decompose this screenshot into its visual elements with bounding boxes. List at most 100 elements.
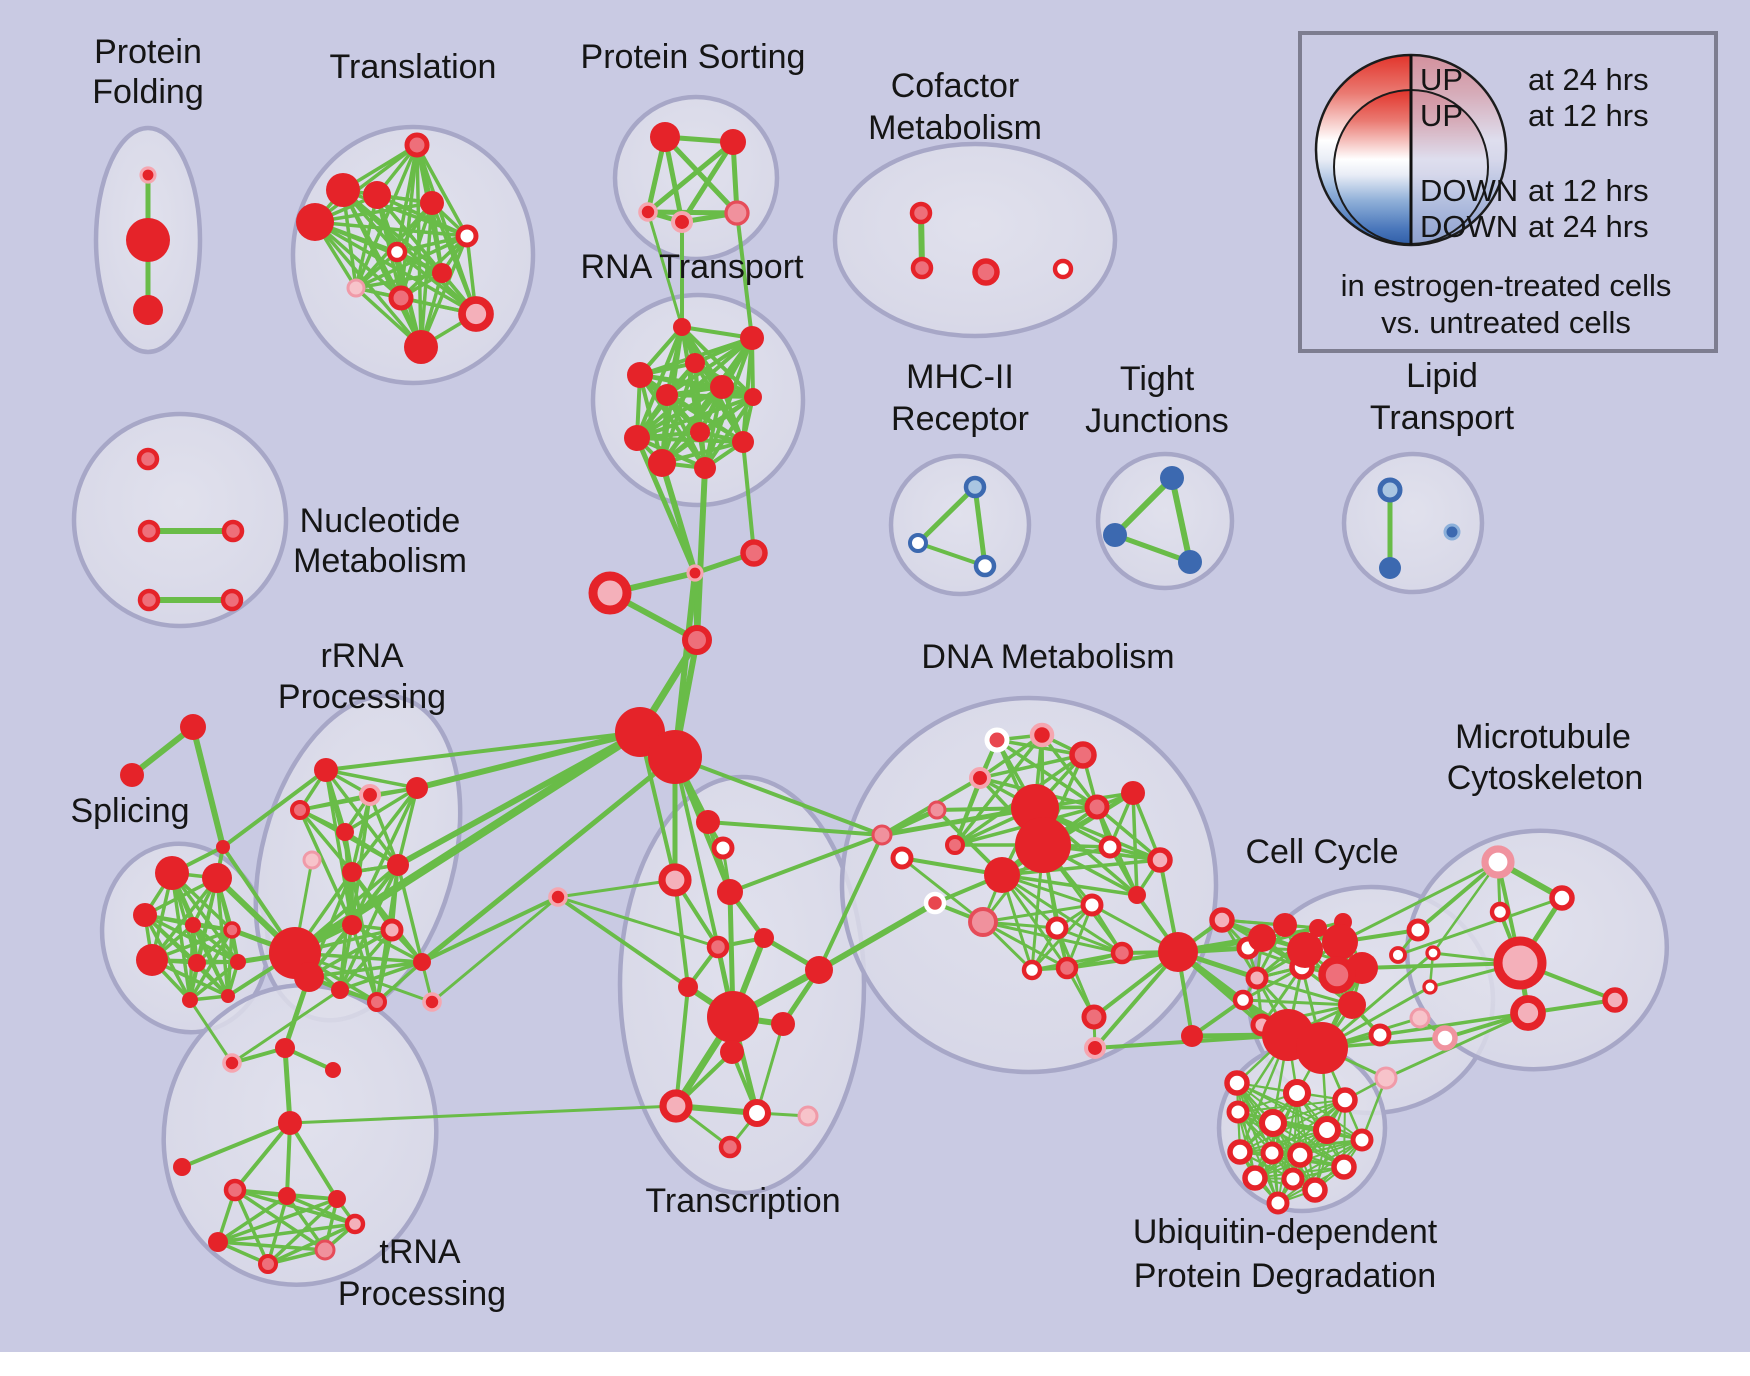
network-edge bbox=[1241, 998, 1354, 1007]
cluster-label: Cell Cycle bbox=[1245, 833, 1398, 871]
gene-node bbox=[1489, 901, 1511, 923]
gene-node bbox=[1083, 1036, 1107, 1060]
legend-direction-label: DOWN bbox=[1420, 209, 1518, 244]
gene-node bbox=[275, 1038, 295, 1058]
gene-node bbox=[973, 554, 997, 578]
network-edge bbox=[313, 220, 469, 238]
gene-node bbox=[404, 330, 438, 364]
legend-direction-label: UP bbox=[1420, 62, 1463, 97]
network-edge bbox=[354, 143, 419, 290]
gene-node bbox=[136, 944, 168, 976]
network-edge bbox=[216, 1222, 357, 1244]
network-edge bbox=[285, 1121, 292, 1198]
cluster-label: Receptor bbox=[891, 400, 1029, 438]
network-edge bbox=[1277, 1139, 1363, 1204]
network-edge bbox=[645, 209, 740, 216]
gene-node bbox=[325, 1062, 341, 1078]
network-edge bbox=[635, 325, 684, 440]
cluster-label: Microtubule bbox=[1455, 718, 1631, 756]
network-edge bbox=[180, 1121, 292, 1169]
gene-node bbox=[258, 1254, 278, 1274]
cluster-label: Folding bbox=[92, 73, 204, 111]
cluster-label: Ubiquitin-dependent bbox=[1133, 1213, 1438, 1251]
network-edge bbox=[1095, 805, 1162, 862]
network-edge bbox=[350, 786, 419, 874]
cluster-bubble-lipid-transport bbox=[1341, 451, 1485, 595]
network-edge bbox=[415, 143, 469, 238]
network-edge bbox=[338, 923, 354, 992]
bottom-margin-band bbox=[0, 1352, 1750, 1376]
gene-node bbox=[945, 835, 965, 855]
network-edge bbox=[703, 395, 755, 470]
gene-node bbox=[909, 201, 933, 225]
gene-node bbox=[1318, 956, 1356, 994]
gene-node bbox=[627, 362, 653, 388]
gene-node bbox=[230, 954, 246, 970]
network-edge bbox=[324, 768, 400, 867]
gene-node bbox=[314, 1239, 336, 1261]
gene-node bbox=[185, 917, 201, 933]
network-edge bbox=[1000, 873, 1124, 955]
gene-node bbox=[1281, 1167, 1305, 1191]
gene-node bbox=[1312, 1115, 1342, 1145]
network-edge bbox=[1000, 858, 1162, 877]
gene-node bbox=[1021, 959, 1043, 981]
gene-node bbox=[1069, 741, 1097, 769]
cluster-bubble-protein-sorting bbox=[612, 94, 780, 262]
gene-node bbox=[137, 588, 161, 612]
legend-wheel-fade-inner bbox=[1411, 90, 1488, 244]
network-edge bbox=[556, 895, 720, 949]
gene-node bbox=[717, 879, 743, 905]
network-edge bbox=[313, 143, 419, 224]
gene-node bbox=[1510, 995, 1546, 1031]
network-edge bbox=[350, 923, 424, 964]
gene-node bbox=[458, 296, 494, 332]
cluster-label: MHC-II bbox=[906, 358, 1014, 396]
gene-node bbox=[387, 854, 409, 876]
gene-node bbox=[346, 278, 366, 298]
gene-node bbox=[120, 763, 144, 787]
network-edge bbox=[1271, 1139, 1363, 1154]
network-edge bbox=[1000, 873, 1069, 970]
gene-node bbox=[1296, 1022, 1348, 1074]
gene-node bbox=[296, 203, 334, 241]
network-edge bbox=[728, 833, 884, 894]
gene-node bbox=[694, 457, 716, 479]
network-edge bbox=[324, 768, 419, 790]
cluster-label: Translation bbox=[330, 48, 497, 86]
gene-node bbox=[963, 475, 987, 499]
gene-node bbox=[1227, 1139, 1253, 1165]
gene-node bbox=[155, 856, 189, 890]
gene-node bbox=[1406, 918, 1430, 942]
network-edge bbox=[188, 998, 234, 1065]
gene-node bbox=[1224, 1070, 1250, 1096]
network-edge bbox=[1093, 950, 1180, 1050]
gene-node bbox=[673, 318, 691, 336]
gene-node bbox=[797, 1105, 819, 1127]
gene-node bbox=[1350, 1128, 1374, 1152]
gene-node bbox=[678, 977, 698, 997]
network-edge bbox=[1338, 860, 1500, 944]
gene-node bbox=[363, 181, 391, 209]
network-edge bbox=[978, 733, 1044, 780]
cluster-label: Processing bbox=[338, 1275, 506, 1313]
network-edge bbox=[1378, 1011, 1530, 1037]
gene-node bbox=[1103, 523, 1127, 547]
gene-node bbox=[1287, 1142, 1313, 1168]
network-edge bbox=[313, 220, 403, 300]
network-edge bbox=[674, 985, 690, 1108]
network-edge bbox=[1000, 873, 1139, 897]
gene-node bbox=[413, 953, 431, 971]
gene-node bbox=[342, 862, 362, 882]
gene-node bbox=[1266, 1191, 1290, 1215]
gene-node bbox=[358, 783, 382, 807]
network-edge bbox=[673, 878, 690, 989]
cluster-label: Tight bbox=[1120, 360, 1195, 398]
gene-node bbox=[984, 857, 1020, 893]
cluster-bubbles-layer bbox=[71, 94, 1670, 1287]
gene-node bbox=[1282, 1078, 1312, 1108]
network-edge bbox=[341, 188, 478, 316]
network-edge bbox=[635, 336, 754, 440]
gene-node bbox=[1409, 1007, 1431, 1029]
